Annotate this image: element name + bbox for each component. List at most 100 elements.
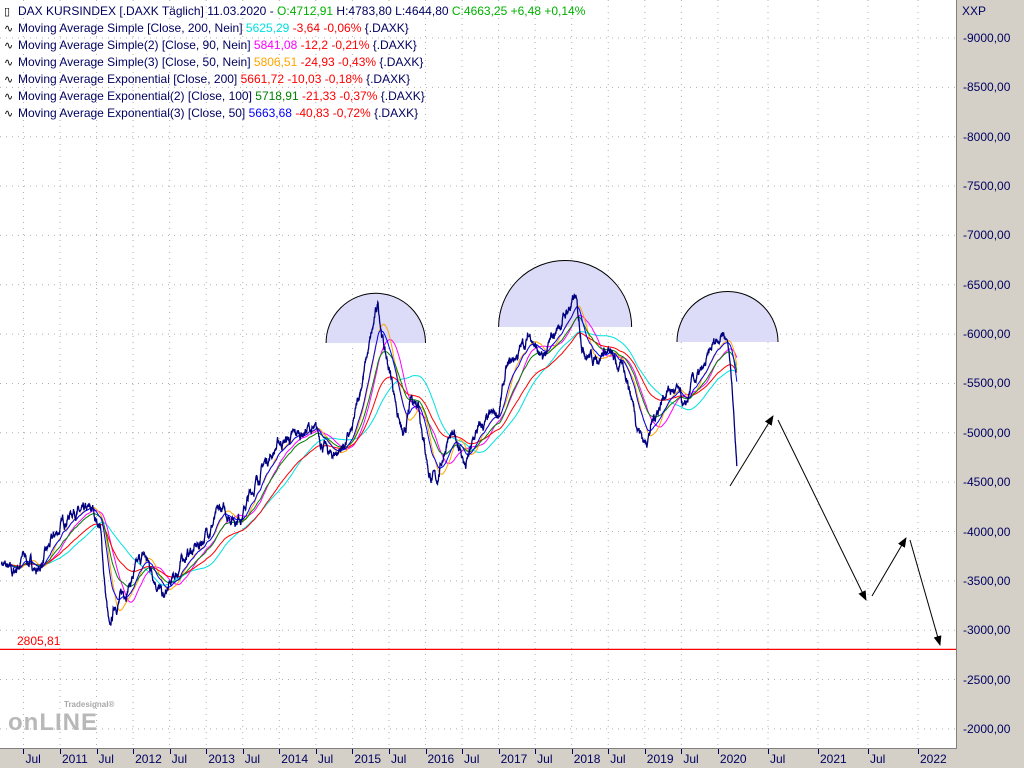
indicator-change: -24,93	[300, 55, 335, 69]
change-value: +6,48	[510, 4, 541, 18]
indicator-change: -10,03	[287, 72, 322, 86]
indicator-change-pct: -0,72%	[332, 106, 371, 120]
logo-brand: Tradesignal®	[64, 700, 115, 709]
y-tick-label: -7000,00	[963, 228, 1011, 243]
legend-indicator[interactable]: ∿ Moving Average Simple(2) [Close, 90, Ne…	[4, 37, 585, 54]
indicator-value: 5841,08	[253, 38, 298, 52]
x-tick-label: 2011	[62, 752, 88, 766]
moving-average-line	[10, 305, 738, 612]
y-tick-label: -6500,00	[963, 277, 1011, 292]
x-tick-label: 2020	[719, 752, 747, 766]
forecast-arrow	[909, 539, 942, 646]
x-tick-label: Jul	[98, 752, 114, 766]
price-chart	[0, 0, 956, 748]
legend-indicator[interactable]: ∿ Moving Average Exponential(3) [Close, 5…	[4, 105, 585, 122]
indicator-label: Moving Average Exponential [Close, 200]	[18, 72, 238, 86]
x-tick-mark	[768, 749, 769, 754]
x-tick-mark	[352, 749, 354, 754]
y-tick-label: -9000,00	[963, 31, 1011, 45]
y-tick-label: -2500,00	[963, 672, 1011, 687]
y-tick-label: -6000,00	[963, 327, 1011, 342]
indicator-label: Moving Average Simple [Close, 200, Nein]	[18, 21, 243, 35]
instrument-label: DAX KURSINDEX [.DAXK Täglich]	[18, 4, 204, 18]
indicator-symbol: {.DAXK}	[366, 72, 411, 86]
x-tick-mark	[918, 749, 919, 754]
x-tick-mark	[717, 749, 719, 754]
indicator-value: 5625,29	[245, 21, 290, 35]
x-tick-mark	[388, 749, 390, 754]
x-tick-label: 2012	[135, 752, 162, 766]
x-tick-label: 2021	[820, 752, 847, 766]
x-tick-mark	[868, 749, 869, 754]
indicator-change: -21,33	[302, 89, 337, 103]
legend-indicator[interactable]: ∿ Moving Average Simple(3) [Close, 50, Ne…	[4, 54, 585, 71]
indicator-change-pct: -0,37%	[339, 89, 378, 103]
candlestick-icon: ▯	[4, 6, 11, 18]
change-pct-value: +0,14%	[544, 4, 586, 18]
x-tick-mark	[535, 749, 537, 754]
x-tick-label: Jul	[770, 752, 786, 766]
x-tick-mark	[96, 749, 98, 754]
moving-average-line	[10, 314, 738, 603]
forecast-arrow	[729, 415, 774, 487]
x-tick-mark	[818, 749, 819, 754]
x-tick-label: 2018	[573, 752, 601, 766]
indicator-label: Moving Average Simple(3) [Close, 50, Nei…	[18, 55, 251, 69]
highlight-arc	[676, 291, 779, 342]
forecast-arrow	[871, 537, 907, 597]
indicator-change-pct: -0,06%	[323, 21, 362, 35]
price-line	[0, 293, 738, 626]
legend-indicator[interactable]: ∿ Moving Average Exponential(2) [Close, 1…	[4, 88, 585, 105]
indicator-value: 5718,91	[255, 89, 299, 103]
indicator-symbol: {.DAXK}	[364, 21, 409, 35]
x-tick-mark	[462, 749, 464, 754]
highlight-arc-fill	[498, 260, 632, 327]
indicator-symbol: {.DAXK}	[380, 89, 425, 103]
highlight-arc	[325, 292, 426, 343]
highlight-arc-fill	[676, 291, 778, 342]
support-level-label: 2805,81	[17, 634, 61, 648]
x-tick-label: Jul	[317, 752, 334, 766]
chart-plot-area[interactable]	[0, 0, 957, 749]
open-value: O:4712,91	[277, 4, 334, 18]
x-tick-mark	[60, 749, 61, 754]
x-tick-mark	[23, 749, 25, 754]
moving-average-icon: ∿	[4, 91, 14, 103]
x-tick-mark	[315, 749, 317, 754]
x-tick-mark	[644, 749, 646, 754]
moving-average-icon: ∿	[4, 40, 14, 52]
x-tick-mark	[681, 749, 683, 754]
y-tick-label: -3500,00	[963, 573, 1011, 588]
x-tick-label: 2017	[500, 752, 528, 766]
x-axis[interactable]: Jul 2011 Jul 2012 Jul 2013 Jul 2014 Jul 2015 Jul 20…	[0, 749, 1024, 768]
legend-indicator[interactable]: ∿ Moving Average Exponential [Close, 200]…	[4, 71, 585, 88]
close-value: C:4663,25	[451, 4, 508, 18]
date-label: 11.03.2020 -	[207, 4, 274, 18]
x-tick-mark	[279, 749, 281, 754]
y-axis[interactable]: -9000,00 -8500,00 -8000,00 -7500,00 -7000,00…	[957, 0, 1024, 748]
y-tick-label: -2000,00	[963, 721, 1011, 736]
legend-instrument[interactable]: ▯ DAX KURSINDEX [.DAXK Täglich] 11.03.202…	[4, 3, 585, 20]
x-tick-label: 2013	[208, 752, 235, 766]
moving-average-icon: ∿	[4, 108, 14, 120]
legend-indicator[interactable]: ∿ Moving Average Simple [Close, 200, Nein…	[4, 20, 585, 37]
indicator-symbol: {.DAXK}	[374, 106, 419, 120]
indicator-change-pct: -0,43%	[338, 55, 377, 69]
moving-average-line	[10, 306, 738, 601]
forecast-arrow	[777, 419, 867, 601]
moving-average-line	[10, 331, 738, 586]
indicator-value: 5661,72	[240, 72, 284, 86]
moving-average-icon: ∿	[4, 23, 14, 35]
y-tick-label: -8000,00	[963, 129, 1011, 144]
moving-average-icon: ∿	[4, 74, 14, 86]
indicator-change-pct: -0,21%	[331, 38, 370, 52]
indicator-change-pct: -0,18%	[324, 72, 363, 86]
x-tick-mark	[169, 749, 171, 754]
high-value: H:4783,80	[336, 4, 392, 18]
indicator-symbol: {.DAXK}	[379, 55, 424, 69]
x-tick-label: Jul	[610, 752, 626, 766]
x-tick-label: Jul	[537, 752, 553, 766]
logo-name: onLINE	[8, 709, 98, 736]
tradesignal-logo: Tradesignal® onLINE	[8, 700, 128, 736]
x-tick-mark	[133, 749, 135, 754]
